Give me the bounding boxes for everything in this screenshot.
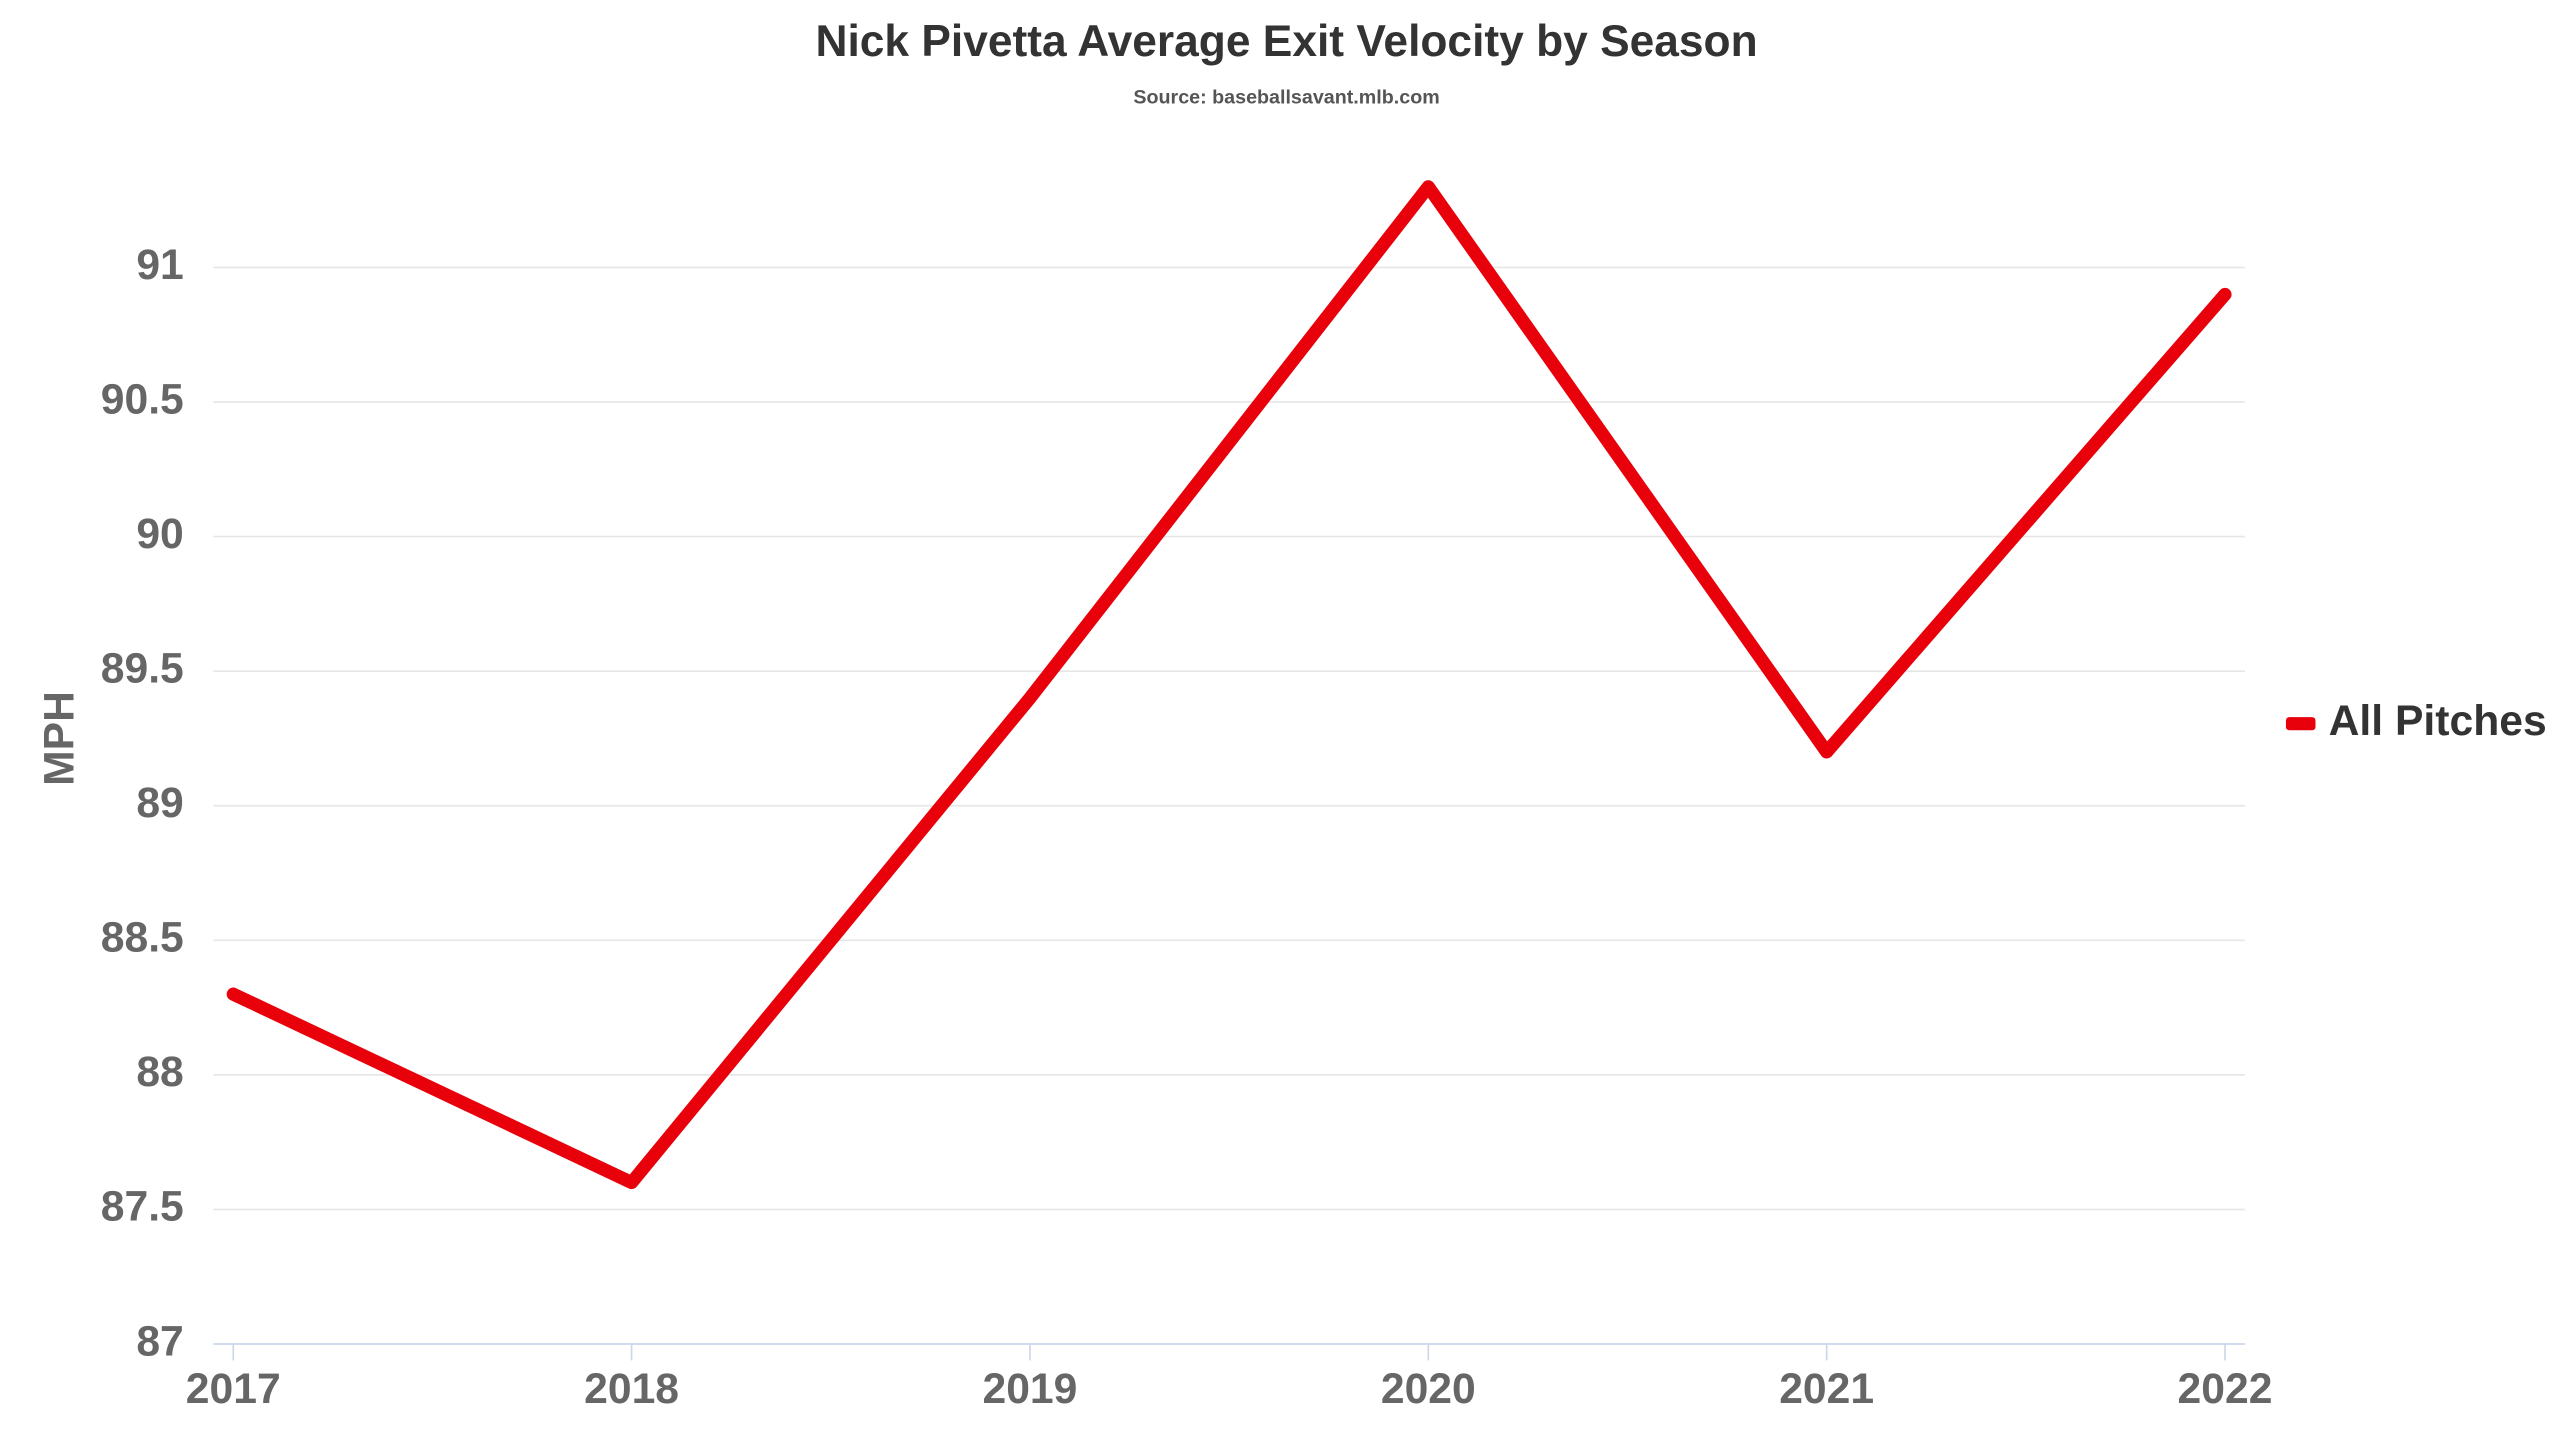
x-tick-label: 2018	[584, 1365, 679, 1413]
x-tick-label: 2017	[186, 1365, 281, 1413]
x-tick-label: 2021	[1779, 1365, 1874, 1413]
y-tick-label: 89	[136, 779, 183, 827]
line-series	[226, 180, 2232, 1190]
y-axis-label: MPH	[36, 691, 84, 786]
legend-swatch	[2285, 717, 2316, 731]
y-tick-label: 89.5	[101, 644, 184, 692]
y-tick-label: 87	[136, 1317, 183, 1365]
y-tick-label: 90.5	[101, 375, 184, 423]
x-tick-label: 2020	[1381, 1365, 1476, 1413]
chart-subtitle: Source: baseballsavant.mlb.com	[1133, 87, 1439, 109]
y-tick-label: 90	[136, 510, 183, 558]
y-tick-label: 88	[136, 1048, 183, 1096]
y-tick-label: 87.5	[101, 1183, 184, 1231]
legend-label: All Pitches	[2329, 697, 2547, 745]
chart-title: Nick Pivetta Average Exit Velocity by Se…	[815, 17, 1757, 66]
x-tick-label: 2022	[2178, 1365, 2273, 1413]
y-tick-label: 88.5	[101, 914, 184, 962]
x-tick-label: 2019	[982, 1365, 1077, 1413]
y-tick-label: 91	[136, 241, 183, 289]
